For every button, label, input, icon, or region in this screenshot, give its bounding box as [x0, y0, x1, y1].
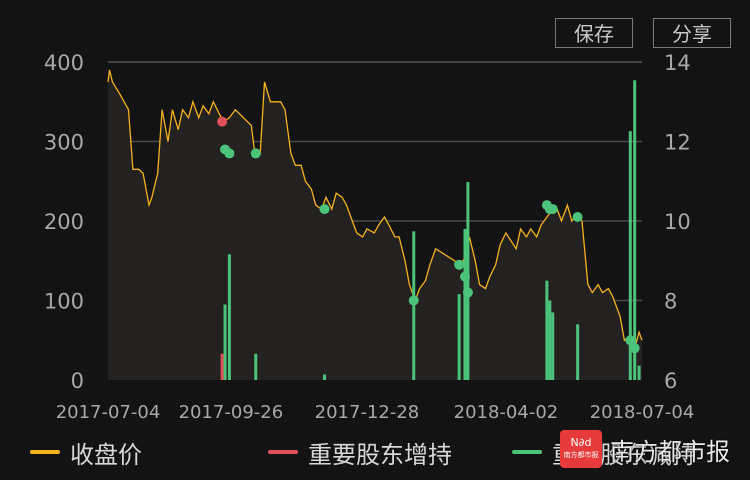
decrease-marker	[547, 204, 558, 215]
left-axis-tick-label: 400	[44, 51, 84, 75]
decrease-marker	[454, 259, 465, 270]
decrease-marker	[462, 287, 473, 298]
watermark: N∂d 南方都市报 南方都市报	[560, 430, 730, 468]
watermark-text: 南方都市报	[610, 437, 730, 466]
legend-decrease-swatch	[512, 450, 542, 454]
decrease-bar	[545, 280, 549, 380]
close-price-line	[107, 69, 643, 351]
x-axis-tick-label: 2018-04-02	[454, 402, 559, 423]
right-axis-tick-label: 6	[664, 369, 677, 393]
legend-close-price[interactable]: 收盘价	[30, 434, 142, 470]
right-axis-tick-label: 12	[664, 131, 691, 155]
decrease-bar	[637, 365, 641, 380]
decrease-bar	[457, 294, 461, 380]
decrease-marker	[250, 148, 261, 159]
legend-close-label: 收盘价	[70, 440, 142, 469]
left-axis-tick-label: 0	[71, 369, 84, 393]
left-axis-tick-label: 100	[44, 290, 84, 314]
decrease-bar	[466, 182, 470, 380]
decrease-bar	[633, 80, 637, 380]
decrease-bar	[227, 254, 231, 380]
left-axis-tick-label: 200	[44, 210, 84, 234]
decrease-marker	[625, 335, 636, 346]
decrease-marker	[224, 148, 235, 159]
decrease-bar	[463, 228, 467, 380]
decrease-marker	[319, 204, 330, 215]
decrease-bar	[223, 304, 227, 380]
right-axis-tick-label: 8	[664, 290, 677, 314]
decrease-marker	[572, 212, 583, 223]
left-axis-tick-label: 300	[44, 131, 84, 155]
close-price-area	[108, 69, 642, 381]
legend-increase-swatch	[268, 450, 298, 454]
decrease-bar	[323, 374, 327, 380]
watermark-logo-line2: 南方都市报	[563, 451, 599, 459]
right-axis-tick-label: 10	[664, 210, 691, 234]
x-axis-tick-label: 2017-09-26	[179, 402, 284, 423]
legend-increase-label: 重要股东增持	[308, 440, 452, 469]
increase-marker	[217, 116, 228, 127]
x-axis-tick-label: 2017-07-04	[56, 402, 161, 423]
increase-bar	[220, 353, 224, 380]
decrease-bar	[254, 353, 258, 380]
save-button[interactable]: 保存	[555, 18, 633, 48]
x-axis-tick-label: 2017-12-28	[315, 402, 420, 423]
decrease-bar	[548, 300, 552, 380]
watermark-logo-line1: N∂d	[570, 436, 592, 449]
right-axis-tick-label: 14	[664, 51, 691, 75]
decrease-bar	[412, 231, 416, 380]
legend-increase[interactable]: 重要股东增持	[268, 434, 452, 470]
decrease-marker	[459, 271, 470, 282]
decrease-marker	[408, 295, 419, 306]
decrease-marker	[629, 343, 640, 354]
legend-close-swatch	[30, 450, 60, 454]
share-button[interactable]: 分享	[653, 18, 731, 48]
x-axis-tick-label: 2018-07-04	[590, 402, 695, 423]
decrease-bar	[628, 131, 632, 380]
decrease-bar	[551, 312, 555, 380]
watermark-logo: N∂d 南方都市报	[560, 430, 602, 468]
decrease-bar	[576, 324, 580, 380]
